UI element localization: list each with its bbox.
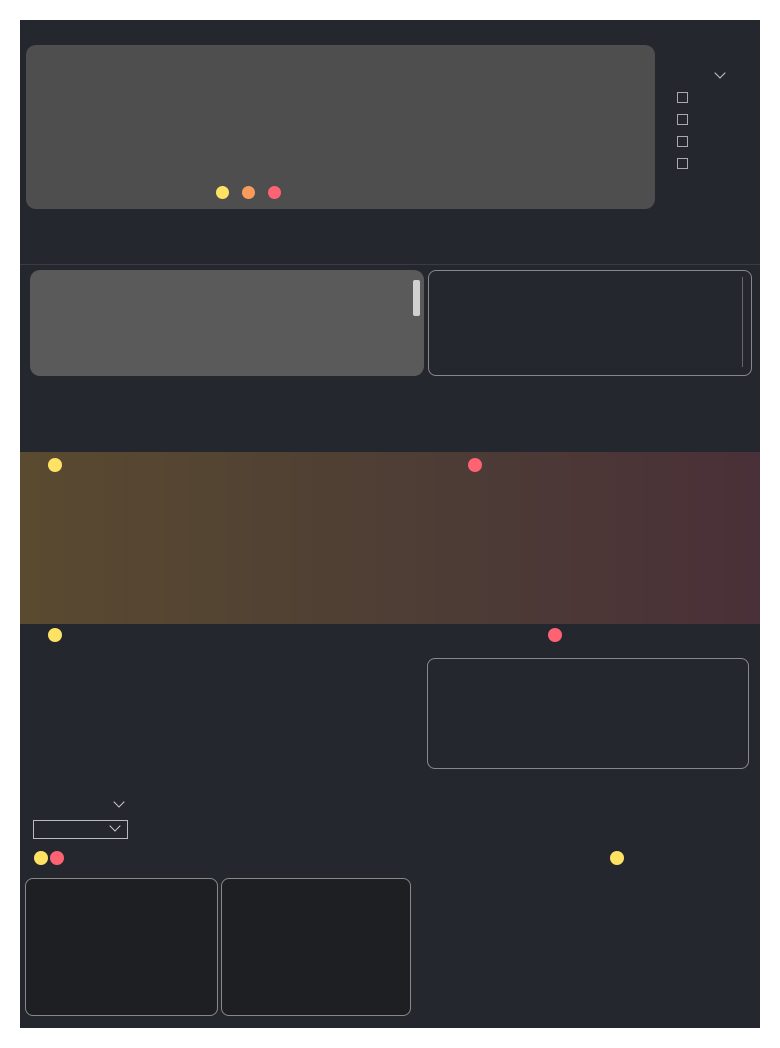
- top-bottom-products-title: [34, 851, 67, 865]
- yellow-dot-icon: [48, 628, 62, 642]
- profit-margin-title: [48, 628, 70, 642]
- monthly-sales-table: [428, 270, 752, 376]
- yellow-dot-icon: [34, 851, 48, 865]
- top-margin-products-table: [25, 878, 218, 1016]
- year-option-2012[interactable]: [677, 92, 697, 103]
- red-dot-icon: [50, 851, 64, 865]
- chevron-down-icon[interactable]: [113, 796, 125, 808]
- year-option-2013[interactable]: [677, 114, 697, 125]
- profit-margin-line-chart: [20, 652, 425, 782]
- yellow-dot-icon: [48, 458, 62, 472]
- product-profit-chart: [20, 452, 760, 624]
- year-slicer-title: [676, 67, 726, 85]
- bottom-margin-products-table: [221, 878, 411, 1016]
- checkbox-icon[interactable]: [677, 114, 688, 125]
- top-products-title: [48, 458, 70, 472]
- category-legend: [216, 186, 286, 199]
- technology-legend-dot: [242, 186, 255, 199]
- kpi-panel: [26, 45, 655, 209]
- comments-scrollbar[interactable]: [413, 280, 420, 316]
- yoy-title: [538, 628, 567, 642]
- red-dot-icon: [468, 458, 482, 472]
- chevron-down-icon: [109, 820, 121, 832]
- office-legend-dot: [268, 186, 281, 199]
- table-scrollbar[interactable]: [742, 277, 748, 367]
- checkbox-icon[interactable]: [677, 136, 688, 147]
- chevron-down-icon[interactable]: [714, 67, 726, 79]
- checkbox-icon[interactable]: [677, 92, 688, 103]
- divider: [20, 264, 760, 265]
- comments-panel: [30, 270, 424, 376]
- year-option-2015[interactable]: [677, 158, 697, 169]
- bottom-products-title: [458, 458, 487, 472]
- checkbox-icon[interactable]: [677, 158, 688, 169]
- ytd-title: [600, 851, 629, 865]
- yoy-sales-table: [427, 658, 749, 769]
- yellow-dot-icon: [610, 851, 624, 865]
- product-profit-panel: [20, 452, 760, 624]
- year-option-2014[interactable]: [677, 136, 697, 147]
- dashboard-canvas: [20, 20, 760, 1028]
- red-dot-icon: [548, 628, 562, 642]
- ytd-sales-area-chart: [413, 870, 758, 1028]
- furniture-legend-dot: [216, 186, 229, 199]
- region-filter-dropdown[interactable]: [33, 820, 128, 839]
